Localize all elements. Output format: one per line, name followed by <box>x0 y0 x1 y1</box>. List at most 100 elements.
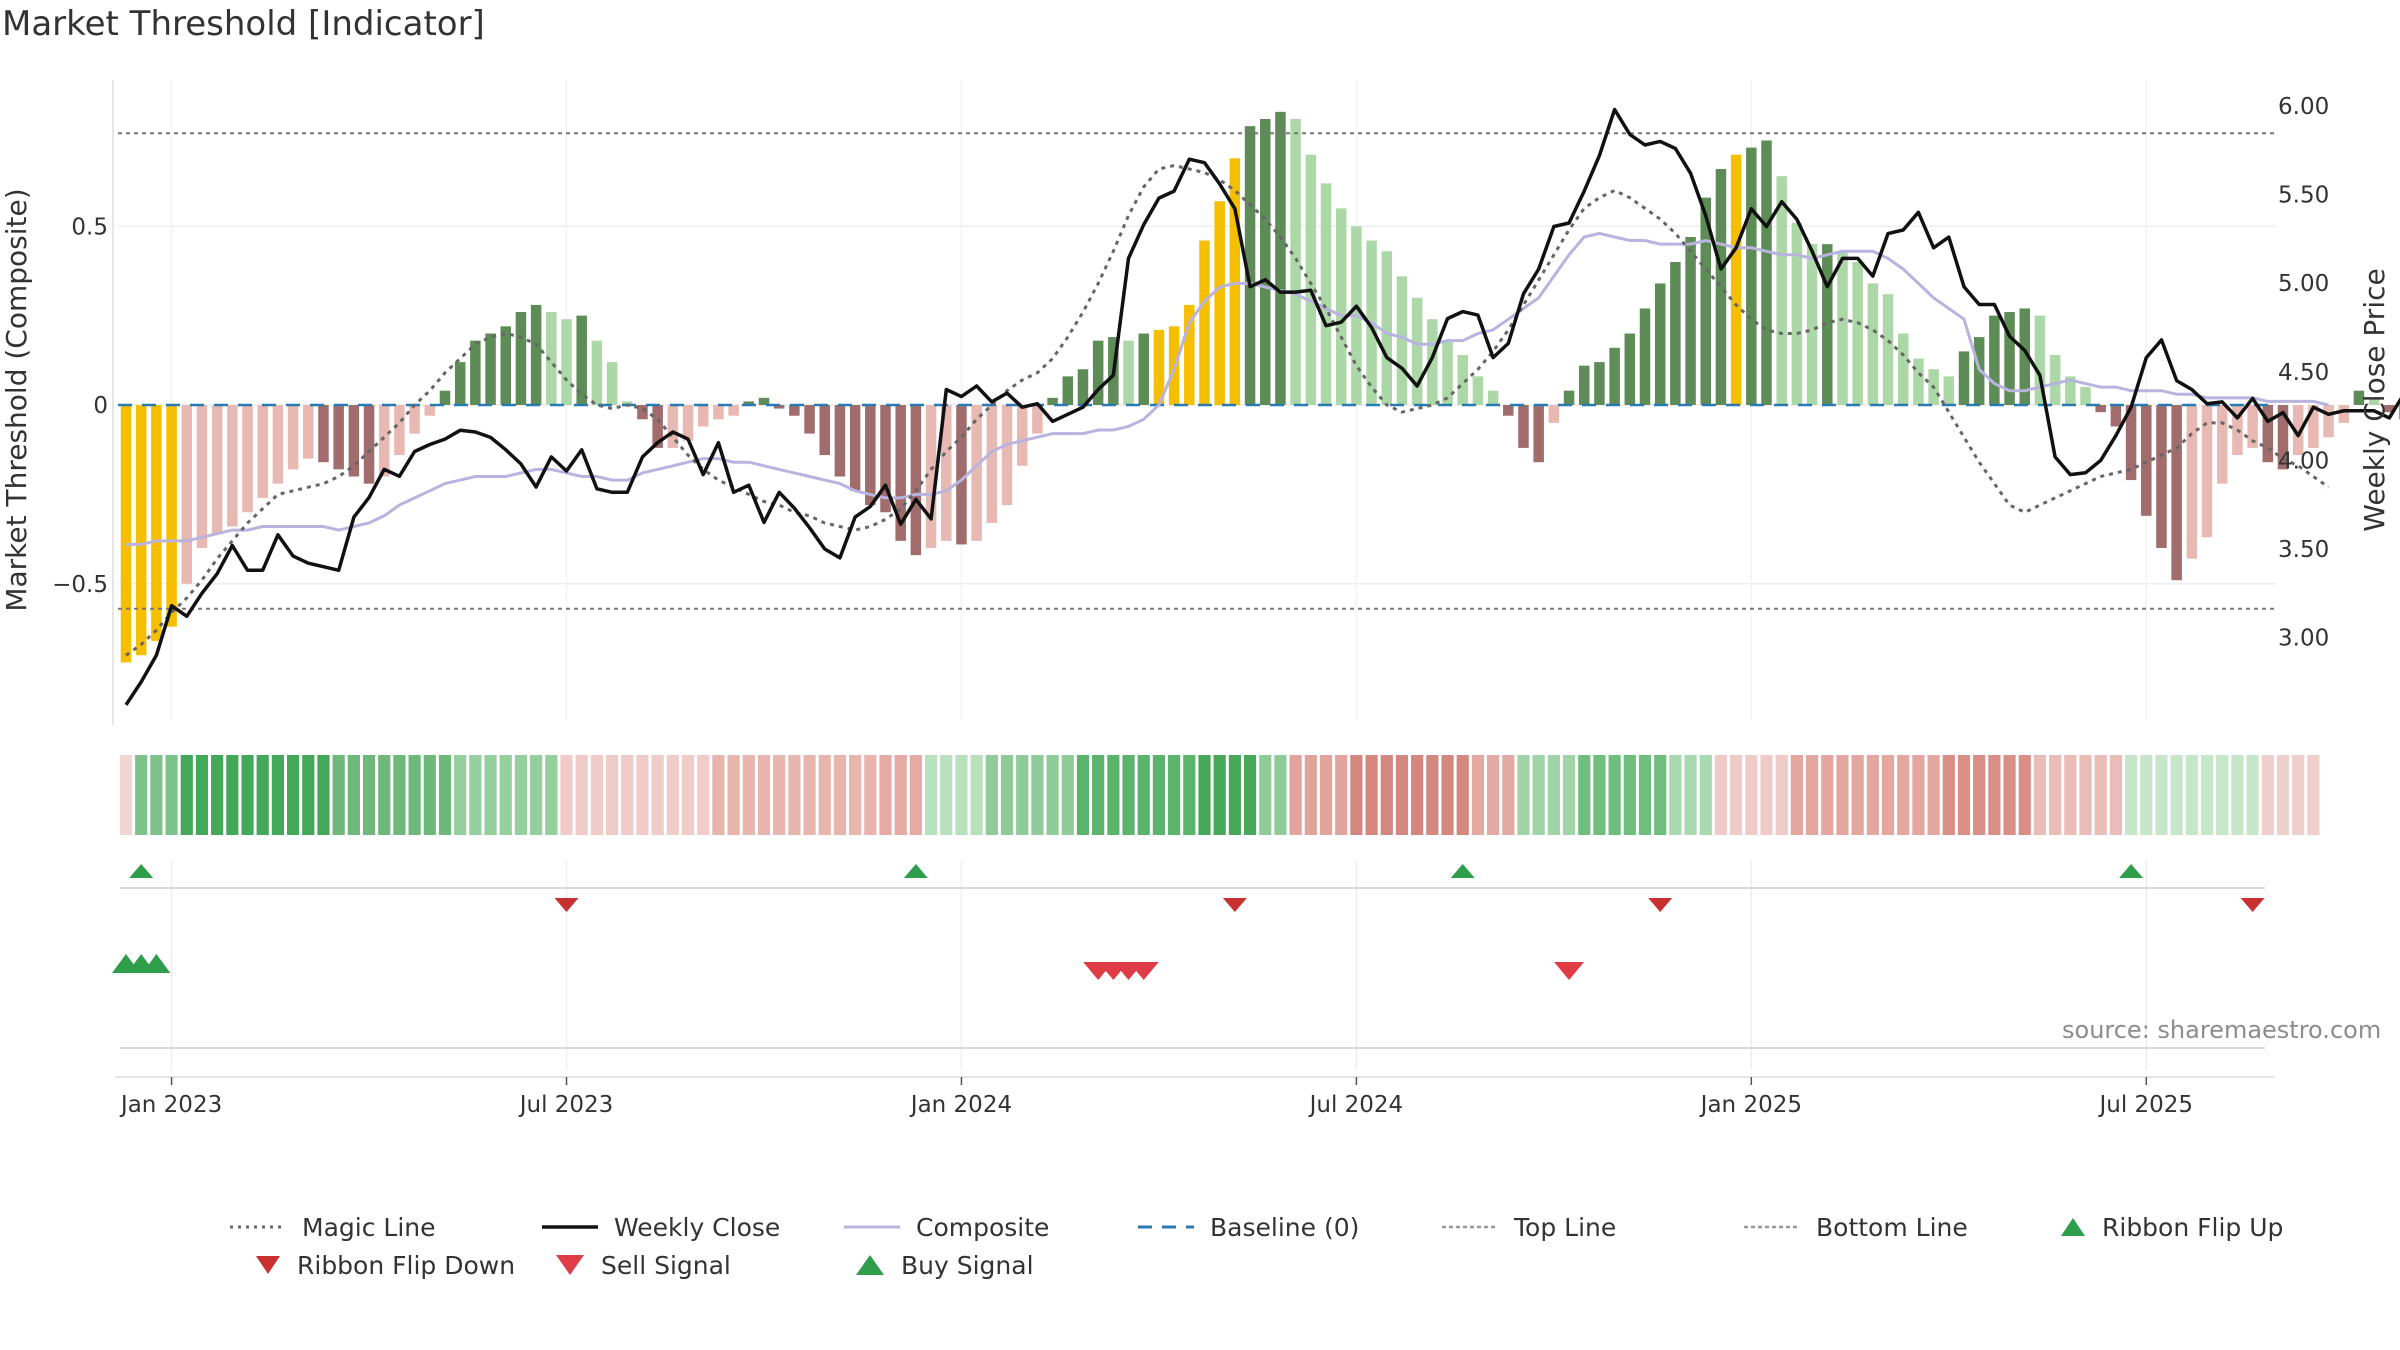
ribbon-cell <box>985 755 998 835</box>
composite-bar <box>834 405 846 477</box>
composite-bar <box>2004 312 2015 405</box>
composite-bar <box>1077 369 1089 405</box>
composite-bar <box>166 405 177 627</box>
axes: Jan 2023 Jul 2023 Jan 2024 Jul 2024 Jan 2025… <box>52 80 2329 1118</box>
composite-bar <box>1685 236 1696 405</box>
line-series <box>118 107 2400 706</box>
chart-canvas: Jan 2023 Jul 2023 Jan 2024 Jul 2024 Jan 2025… <box>0 80 2400 1118</box>
composite-bar <box>1457 354 1468 405</box>
composite-bar <box>1837 251 1848 405</box>
ribbon-cell <box>302 755 315 835</box>
composite-bar <box>1411 297 1423 405</box>
ribbon-cell <box>1699 755 1712 835</box>
ribbon-cell <box>909 755 922 835</box>
composite-bars <box>120 111 2400 663</box>
ribbon-cell <box>1016 755 1029 835</box>
legend-item-sell-signal: Sell Signal <box>555 1248 731 1282</box>
ribbon-cell <box>211 755 224 835</box>
ribbon-cell <box>2033 755 2047 835</box>
composite-bar <box>1396 276 1408 405</box>
ribbon-flip-up-marker <box>2119 864 2144 878</box>
composite-bar <box>1335 208 1347 405</box>
composite-bar <box>454 362 466 405</box>
composite-bar <box>1943 376 1955 405</box>
composite-bar <box>637 405 648 420</box>
chart-title: Market Threshold [Indicator] <box>2 4 485 44</box>
legend-label: Bottom Line <box>1816 1212 1968 1242</box>
composite-bar <box>2277 405 2289 470</box>
ribbon-cell <box>1031 755 1044 835</box>
x-tick-label: Jul 2025 <box>2097 1092 2193 1118</box>
ribbon-cell <box>1547 755 1560 835</box>
composite-bar <box>1518 405 1529 448</box>
ribbon-cell <box>393 755 406 835</box>
ribbon-cell <box>545 755 558 835</box>
composite-bar <box>1487 390 1499 405</box>
composite-bar <box>1715 169 1727 405</box>
composite-bar <box>242 405 253 513</box>
composite-bar <box>1578 365 1590 405</box>
composite-bar <box>1062 376 1074 405</box>
composite-bar <box>2049 354 2061 405</box>
composite-bar <box>804 405 815 434</box>
composite-bar <box>1548 405 1560 423</box>
ribbon-cell <box>1046 755 1059 835</box>
composite-bar <box>530 304 542 405</box>
ribbon-cell <box>2216 755 2229 835</box>
composite-bar <box>1290 119 1301 405</box>
ribbon-cell <box>2124 755 2138 835</box>
ribbon-flip-up-marker <box>1450 864 1475 878</box>
weekly-close-swatch <box>542 1225 598 1229</box>
composite-bar <box>697 405 709 427</box>
ribbon-flip-down-marker <box>1648 898 1673 912</box>
composite-bar <box>2065 376 2076 405</box>
composite-bar <box>1001 405 1013 506</box>
composite-bar <box>1503 405 1514 416</box>
composite-bar <box>1199 240 1210 405</box>
composite-bar <box>1609 347 1620 405</box>
ribbon-cell <box>1441 755 1454 835</box>
ribbon-strip <box>119 755 2320 835</box>
composite-bar <box>1806 244 1818 405</box>
composite-bar <box>1867 283 1879 405</box>
ribbon-cell <box>742 755 755 835</box>
composite-bar <box>1639 308 1651 405</box>
ribbon-cell <box>1638 755 1652 835</box>
ribbon-cell <box>1228 755 1241 835</box>
ribbon-cell <box>1973 755 1986 835</box>
ribbon-cell <box>1471 755 1485 835</box>
ribbon-cell <box>1745 755 1758 835</box>
ribbon-cell <box>1714 755 1728 835</box>
composite-bar <box>1320 183 1332 405</box>
ribbon-cell <box>2261 755 2274 835</box>
ribbon-cell <box>575 755 588 835</box>
ribbon-cell <box>2003 755 2016 835</box>
ribbon-cell <box>256 755 269 835</box>
y-right-tick-label: 3.00 <box>2278 626 2329 652</box>
ribbon-cell <box>226 755 239 835</box>
composite-bar <box>2171 405 2182 581</box>
ribbon-cell <box>1243 755 1257 835</box>
ribbon-cell <box>1881 755 1895 835</box>
bottom-line-swatch <box>1744 1225 1800 1229</box>
legend-label: Composite <box>916 1212 1050 1242</box>
x-tick-label: Jan 2023 <box>119 1092 222 1118</box>
ribbon-cell <box>1092 755 1105 835</box>
ribbon-cell <box>940 755 953 835</box>
ribbon-cell <box>681 755 695 835</box>
ribbon-cell <box>1365 755 1378 835</box>
composite-bar <box>1472 376 1484 405</box>
ribbon-cell <box>2049 755 2062 835</box>
legend-label: Weekly Close <box>614 1212 781 1242</box>
composite-bar <box>910 405 922 556</box>
ribbon-cell <box>1927 755 1940 835</box>
composite-bar <box>2110 405 2122 427</box>
y-right-tick-label: 4.50 <box>2278 360 2329 386</box>
ribbon-cell <box>271 755 284 835</box>
ribbon-cell <box>1897 755 1910 835</box>
ribbon-cell <box>484 755 497 835</box>
ribbon-flip-up-marker <box>903 864 928 878</box>
y-right-tick-label: 6.00 <box>2278 94 2329 120</box>
legend-item-composite: Composite <box>844 1210 1049 1244</box>
ribbon-cell <box>727 755 740 835</box>
